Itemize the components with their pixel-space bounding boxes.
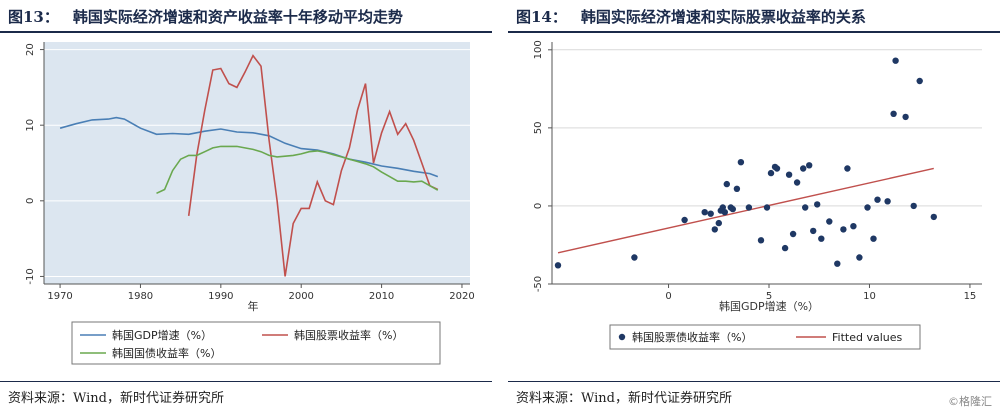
x-tick-label: 2000	[288, 291, 313, 302]
watermark: ©格隆汇	[948, 395, 992, 408]
y-tick-label: 10	[25, 119, 36, 132]
figure-14-title-rule	[508, 31, 1000, 33]
scatter-point	[781, 244, 789, 252]
y-tick-label: -10	[25, 268, 36, 284]
scatter-chart: -50 0 50 100 0 5 10 15 韩国GDP增速（%） 韩国股票债收益率（%） Fitt…	[533, 40, 982, 350]
scatter-point	[707, 210, 714, 217]
scatter-point	[874, 196, 881, 203]
right-figure-panel: 图14： 韩国实际经济增速和实际股票收益率的关系 -50 0 50 100 0 5 10 15 韩…	[508, 0, 1000, 419]
x-tick-label: 10	[863, 291, 876, 302]
y-tick-label: 0	[533, 203, 544, 209]
x-tick-label: 5	[766, 291, 772, 302]
figure-14-source: 资料来源：Wind，新时代证券研究所	[516, 391, 732, 406]
scatter-point	[818, 235, 825, 242]
legend-box	[71, 321, 441, 365]
figure-13-label: 图13：	[8, 8, 59, 26]
left-figure-panel: 图13： 韩国实际经济增速和资产收益率十年移动平均走势 -10 0 10 20 1970 1…	[0, 0, 492, 419]
x-tick-label: 2010	[369, 291, 394, 302]
scatter-point	[733, 185, 741, 192]
scatter-point	[715, 219, 722, 227]
legend-label-1: 韩国股票收益率（%）	[294, 328, 403, 342]
scatter-point	[916, 77, 923, 85]
scatter-point	[767, 169, 775, 177]
figure-13-title: 图13： 韩国实际经济增速和资产收益率十年移动平均走势	[8, 6, 403, 27]
scatter-point	[884, 198, 891, 205]
x-tick-label: 0	[665, 291, 671, 302]
scatter-point	[763, 204, 771, 211]
scatter-point	[870, 235, 877, 242]
series-line-2	[156, 145, 439, 195]
legend-marker-points	[618, 333, 626, 341]
scatter-point	[802, 204, 809, 211]
line-chart: -10 0 10 20 1970 1980 1990 2000 2010 2020 年韩国GDP增速…	[25, 42, 475, 365]
scatter-point	[834, 260, 841, 267]
scatter-point	[850, 223, 857, 230]
scatter-point	[910, 202, 917, 210]
x-tick-label: 1990	[208, 291, 233, 302]
scatter-point	[757, 237, 765, 244]
fitted-line	[557, 167, 934, 254]
series-line-0	[59, 116, 439, 178]
plot-area	[44, 42, 470, 284]
scatter-point	[826, 218, 833, 225]
x-axis-label: 年	[248, 299, 259, 313]
legend-label-fitted: Fitted values	[832, 331, 903, 344]
scatter-point	[840, 226, 847, 233]
scatter-point	[793, 179, 801, 186]
scatter-point	[864, 204, 871, 211]
scatter-point	[773, 165, 781, 172]
scatter-point	[723, 180, 730, 188]
x-tick-label: 15	[964, 291, 977, 302]
legend-label-points: 韩国股票债收益率（%）	[632, 330, 752, 344]
legend-box	[609, 324, 921, 350]
figure-14-title: 图14： 韩国实际经济增速和实际股票收益率的关系	[516, 6, 866, 27]
scatter-point	[554, 262, 562, 269]
scatter-point	[681, 216, 688, 224]
figure-14-source-rule	[508, 381, 1000, 382]
figure-14-title-text: 韩国实际经济增速和实际股票收益率的关系	[580, 8, 866, 26]
series-line-1	[187, 54, 439, 277]
y-tick-label: 20	[25, 43, 36, 56]
scatter-point	[806, 162, 813, 169]
scatter-point	[745, 204, 753, 211]
legend-label-0: 韩国GDP增速（%）	[112, 328, 212, 342]
scatter-point	[810, 227, 817, 235]
y-tick-label: 50	[533, 122, 544, 135]
scatter-point	[737, 159, 745, 166]
scatter-point	[711, 226, 718, 233]
scatter-point	[631, 254, 638, 261]
x-tick-label: 1980	[128, 291, 153, 302]
scatter-point	[789, 230, 797, 238]
y-tick-label: -50	[533, 276, 544, 292]
scatter-point	[892, 57, 899, 64]
x-tick-label: 2020	[449, 291, 474, 302]
scatter-point	[701, 209, 708, 216]
figure-13-title-rule	[0, 31, 492, 33]
scatter-point	[814, 201, 821, 208]
figure-13-source: 资料来源：Wind，新时代证券研究所	[8, 391, 224, 406]
x-axis-label: 韩国GDP增速（%）	[719, 299, 819, 313]
x-tick-label: 1970	[47, 291, 72, 302]
figure-13-source-rule	[0, 381, 492, 382]
scatter-point	[930, 213, 937, 221]
scatter-point	[902, 113, 909, 121]
scatter-point	[844, 165, 851, 172]
scatter-point	[729, 205, 736, 213]
plot-area	[552, 42, 982, 284]
scatter-point	[785, 171, 793, 178]
y-tick-label: 100	[533, 40, 544, 59]
scatter-point	[800, 165, 807, 172]
scatter-point	[856, 254, 863, 261]
scatter-point	[721, 209, 728, 216]
figure-13-title-text: 韩国实际经济增速和资产收益率十年移动平均走势	[72, 8, 403, 26]
figure-14-label: 图14：	[516, 8, 567, 26]
y-tick-label: 0	[25, 198, 36, 204]
legend-label-2: 韩国国债收益率（%）	[112, 346, 221, 360]
scatter-point	[890, 110, 897, 118]
